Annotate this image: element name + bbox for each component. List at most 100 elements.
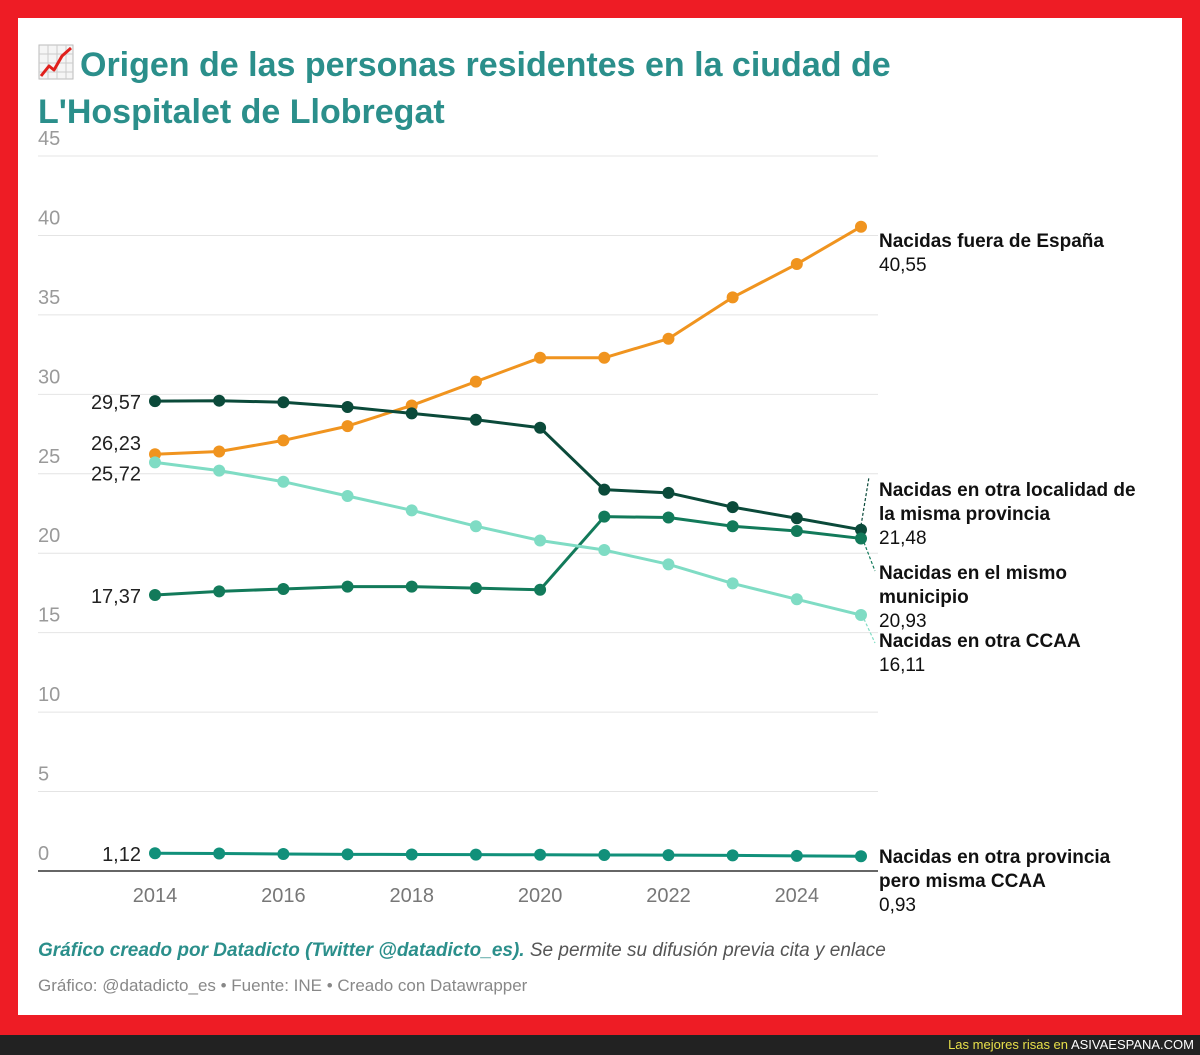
data-point	[405, 407, 418, 420]
series-name-label: la misma provincia	[879, 504, 1051, 525]
data-point	[855, 523, 867, 536]
data-point	[726, 577, 739, 590]
data-point	[405, 848, 418, 861]
source-line: Gráfico: @datadicto_es • Fuente: INE • C…	[38, 976, 528, 995]
data-point	[149, 456, 161, 469]
data-point	[726, 520, 739, 533]
footer-site-link[interactable]: ASIVAESPANA.COM	[1070, 1037, 1194, 1052]
data-point	[277, 847, 290, 860]
data-point	[149, 847, 161, 860]
line-chart: 0 5 10 15 20 25 30 35 40 45 2014 2016 2018 2020 2022 20…	[38, 128, 1136, 916]
data-point	[149, 589, 161, 602]
data-point	[213, 445, 226, 458]
data-point	[341, 420, 354, 433]
leader-line	[860, 476, 870, 526]
data-point	[662, 486, 675, 499]
data-point	[213, 585, 226, 598]
credit-note: Se permite su difusión previa cita y enl…	[524, 940, 886, 961]
data-point	[341, 580, 354, 593]
data-point	[855, 532, 867, 545]
chart-title-text: Origen de las personas residentes en la …	[38, 46, 891, 131]
data-point	[277, 396, 290, 409]
data-point	[662, 511, 675, 524]
credit-author: Gráfico creado por Datadicto (Twitter @d…	[38, 940, 525, 961]
y-tick-label: 45	[38, 128, 60, 150]
end-value-label: 20,93	[879, 611, 927, 632]
data-point	[277, 434, 290, 447]
end-value-label: 40,55	[879, 255, 927, 276]
end-value-label: 21,48	[879, 528, 927, 549]
data-point	[598, 544, 611, 557]
data-point	[855, 220, 867, 233]
data-point	[790, 524, 803, 537]
data-point	[469, 375, 482, 388]
data-point	[341, 848, 354, 861]
chart-increasing-icon	[38, 44, 74, 80]
y-tick-label: 40	[38, 207, 60, 229]
series-name-label: pero misma CCAA	[879, 871, 1046, 892]
data-point	[534, 848, 547, 861]
data-point	[790, 258, 803, 271]
data-point	[790, 593, 803, 606]
data-point	[469, 520, 482, 533]
chart-title: Origen de las personas residentes en la …	[38, 42, 1038, 136]
series-name-label: municipio	[879, 587, 969, 608]
end-value-label: 16,11	[879, 655, 925, 676]
data-point	[149, 395, 161, 408]
data-point	[726, 291, 739, 304]
y-tick-label: 35	[38, 287, 60, 309]
data-point	[534, 534, 547, 547]
data-point	[726, 501, 739, 514]
x-tick-label: 2024	[775, 885, 820, 907]
series-line	[154, 851, 862, 858]
data-point	[726, 849, 739, 862]
data-point	[213, 394, 226, 407]
x-tick-label: 2016	[261, 885, 306, 907]
footer-prefix: Las mejores risas en	[948, 1037, 1069, 1052]
series-line	[154, 399, 862, 532]
y-tick-label: 5	[38, 764, 49, 786]
data-point	[598, 510, 611, 523]
start-value-label: 29,57	[91, 392, 141, 414]
leader-line	[863, 618, 876, 644]
data-point	[277, 582, 290, 595]
start-value-label: 26,23	[91, 433, 141, 455]
series-line	[154, 515, 862, 597]
data-point	[790, 512, 803, 525]
end-value-label: 0,93	[879, 895, 916, 916]
data-point	[213, 847, 226, 860]
data-point	[213, 464, 226, 477]
x-tick-label: 2020	[518, 885, 563, 907]
data-point	[341, 490, 354, 503]
y-tick-label: 0	[38, 843, 49, 865]
series-name-label: Nacidas fuera de España	[879, 231, 1104, 252]
data-point	[469, 582, 482, 595]
series-line	[154, 225, 862, 456]
y-tick-label: 10	[38, 684, 60, 706]
start-value-label: 25,72	[91, 463, 141, 485]
data-point	[662, 332, 675, 345]
data-point	[341, 401, 354, 414]
data-point	[855, 850, 867, 863]
data-point	[598, 483, 611, 496]
footer-text: Las mejores risas en ASIVAESPANA.COM	[948, 1037, 1194, 1052]
data-point	[534, 583, 547, 596]
data-point	[534, 421, 547, 434]
data-point	[469, 413, 482, 426]
start-value-label: 1,12	[102, 844, 141, 866]
series-line	[154, 460, 862, 617]
data-point	[662, 558, 675, 571]
data-point	[405, 580, 418, 593]
credit-line: Gráfico creado por Datadicto (Twitter @d…	[38, 940, 886, 962]
data-point	[790, 849, 803, 862]
data-point	[469, 848, 482, 861]
x-tick-label: 2022	[646, 885, 691, 907]
y-tick-label: 15	[38, 605, 60, 627]
chart-card: Origen de las personas residentes en la …	[18, 18, 1182, 1015]
y-tick-label: 30	[38, 366, 60, 388]
x-tick-label: 2014	[133, 885, 178, 907]
series-name-label: Nacidas en otra provincia	[879, 847, 1111, 868]
leader-line	[863, 542, 876, 572]
data-point	[598, 848, 611, 861]
data-point	[662, 849, 675, 862]
